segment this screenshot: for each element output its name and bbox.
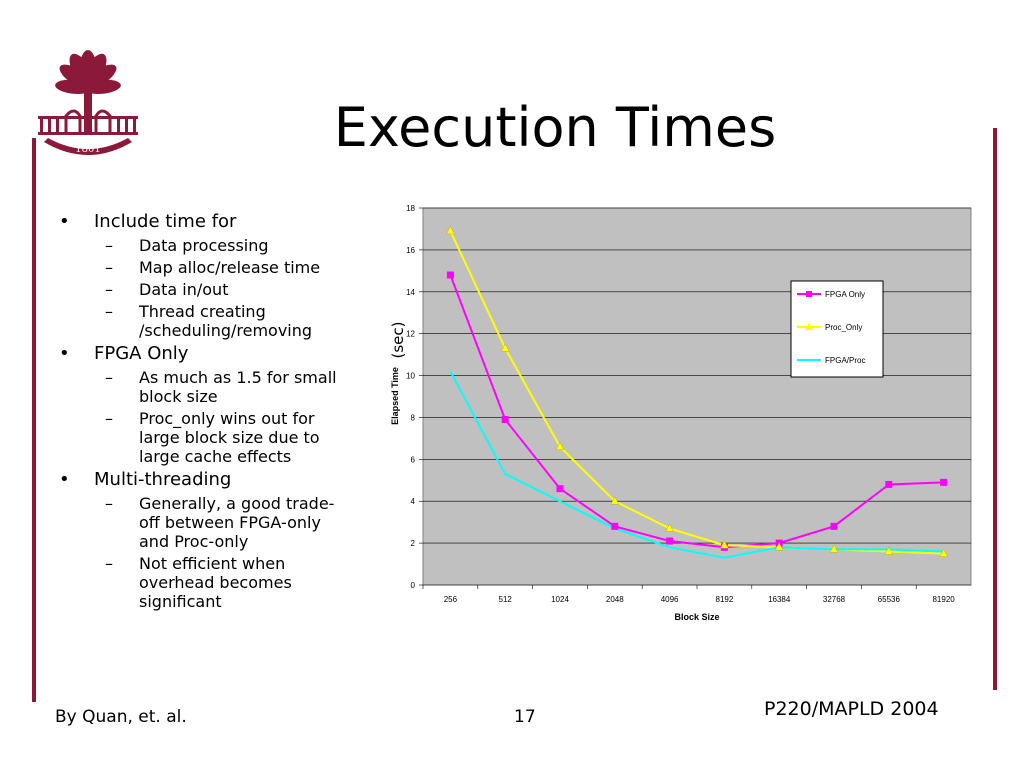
x-tick-label: 8192: [716, 595, 734, 604]
sub-bullet-dash: –: [105, 302, 113, 321]
sub-bullet-text: Not efficient when overhead becomes sign…: [139, 554, 292, 611]
sub-bullet-dash: –: [105, 494, 113, 513]
plot-area: [422, 207, 972, 586]
bullet-dot: •: [59, 343, 70, 364]
footer-conference: P220/MAPLD 2004: [764, 698, 939, 720]
left-accent-bar: [32, 138, 36, 702]
sub-bullet-item: – Thread creating /scheduling/removing: [55, 302, 355, 340]
data-point: [830, 522, 838, 530]
y-tick-label: 16: [406, 246, 415, 255]
legend-label: FPGA Only: [825, 290, 865, 299]
data-point: [556, 485, 564, 493]
data-point: [665, 523, 674, 532]
y-tick-label: 6: [411, 455, 416, 464]
series-line-2: [449, 370, 944, 559]
sub-bullet-item: – As much as 1.5 for small block size: [55, 368, 355, 406]
legend-label: Proc_Only: [825, 323, 862, 332]
x-tick-label: 81920: [932, 595, 955, 604]
x-tick-label: 512: [499, 595, 513, 604]
data-point: [829, 544, 839, 553]
data-point: [555, 441, 565, 450]
y-tick-label: 18: [406, 204, 415, 213]
data-point: [611, 522, 619, 530]
sub-bullet-item: – Map alloc/release time: [55, 258, 355, 277]
sub-bullet-text: Generally, a good trade-off between FPGA…: [139, 494, 335, 551]
x-tick-label: 2048: [606, 595, 624, 604]
data-point: [939, 548, 948, 557]
slide-title: Execution Times: [333, 96, 777, 159]
university-logo: 1801: [38, 50, 138, 155]
x-tick-label: 32768: [823, 595, 846, 604]
bullet-text: Include time for: [94, 211, 237, 232]
legend-label: FPGA/Proc: [825, 356, 865, 365]
x-tick-label: 256: [444, 595, 458, 604]
data-point: [885, 480, 893, 488]
sub-bullet-text: Thread creating /scheduling/removing: [139, 302, 313, 340]
sub-bullet-item: – Generally, a good trade-off between FPG…: [55, 494, 355, 551]
sub-bullet-item: – Proc_only wins out for large block size…: [55, 409, 355, 466]
sub-bullet-item: – Data processing: [55, 236, 355, 255]
bullet-text: Multi-threading: [94, 469, 232, 490]
legend-marker: [806, 291, 812, 297]
sub-bullet-dash: –: [105, 368, 113, 387]
y-tick-label: 8: [411, 413, 416, 422]
bullet-dot: •: [59, 469, 70, 490]
sub-bullet-text: Map alloc/release time: [139, 258, 321, 277]
y-tick-label: 10: [406, 372, 415, 381]
y-axis-label: Elapsed Time: [390, 367, 400, 425]
y-axis-unit-note: (sec): [389, 322, 407, 359]
y-tick-label: 0: [411, 581, 416, 590]
bullet-item: • Include time for: [55, 210, 355, 233]
legend-marker: [805, 323, 813, 330]
x-tick-label: 4096: [661, 595, 679, 604]
sub-bullet-dash: –: [105, 409, 113, 428]
data-point: [610, 496, 620, 505]
data-point: [884, 546, 894, 555]
footer-author: By Quan, et. al.: [55, 707, 187, 727]
x-tick-label: 1024: [551, 595, 569, 604]
logo-year: 1801: [75, 144, 100, 155]
bullet-item: • Multi-threading: [55, 468, 355, 491]
data-point: [774, 542, 784, 551]
x-axis-label: Block Size: [674, 612, 719, 622]
sub-bullet-dash: –: [105, 236, 113, 255]
sub-bullet-text: Data processing: [139, 236, 269, 255]
sub-bullet-text: Data in/out: [139, 280, 229, 299]
data-point: [500, 343, 510, 352]
y-tick-label: 4: [411, 497, 416, 506]
bullet-list: • Include time for – Data processing – Map …: [55, 208, 355, 613]
sub-bullet-dash: –: [105, 258, 113, 277]
right-accent-bar: [993, 128, 997, 690]
data-point: [940, 478, 948, 486]
sub-bullet-item: – Not efficient when overhead becomes sig…: [55, 554, 355, 611]
bullet-text: FPGA Only: [94, 343, 189, 364]
data-point: [501, 416, 509, 424]
series-line-1: [449, 230, 944, 555]
sub-bullet-dash: –: [105, 554, 113, 573]
x-tick-label: 65536: [878, 595, 901, 604]
footer-page-number: 17: [514, 707, 536, 727]
series-lines: [449, 230, 944, 559]
y-tick-label: 2: [411, 539, 416, 548]
data-point: [720, 540, 729, 549]
y-tick-label: 12: [406, 330, 415, 339]
legend: FPGA Only Proc_Only FPGA/Proc: [790, 280, 884, 378]
series-line-0: [449, 274, 944, 549]
data-point: [666, 537, 674, 545]
y-tick-labels: 0 2 4 6 8 10 12 14 16 18: [406, 204, 415, 590]
bullet-item: • FPGA Only: [55, 342, 355, 365]
x-tick-label: 16384: [768, 595, 791, 604]
sub-bullet-text: As much as 1.5 for small block size: [139, 368, 337, 406]
x-tick-labels: 256 512 1024 2048 4096 8192 16384 32768 65536 819…: [444, 595, 956, 604]
data-point: [446, 271, 454, 279]
data-point: [446, 226, 455, 235]
sub-bullet-text: Proc_only wins out for large block size …: [139, 409, 320, 466]
sub-bullet-item: – Data in/out: [55, 280, 355, 299]
sub-bullet-dash: –: [105, 280, 113, 299]
bullet-dot: •: [59, 211, 70, 232]
y-tick-label: 14: [406, 288, 415, 297]
series-markers: [446, 226, 948, 557]
execution-time-chart: 0 2 4 6 8 10 12 14 16 18 256 512 1024 2048 4096 8192 16…: [389, 204, 972, 622]
